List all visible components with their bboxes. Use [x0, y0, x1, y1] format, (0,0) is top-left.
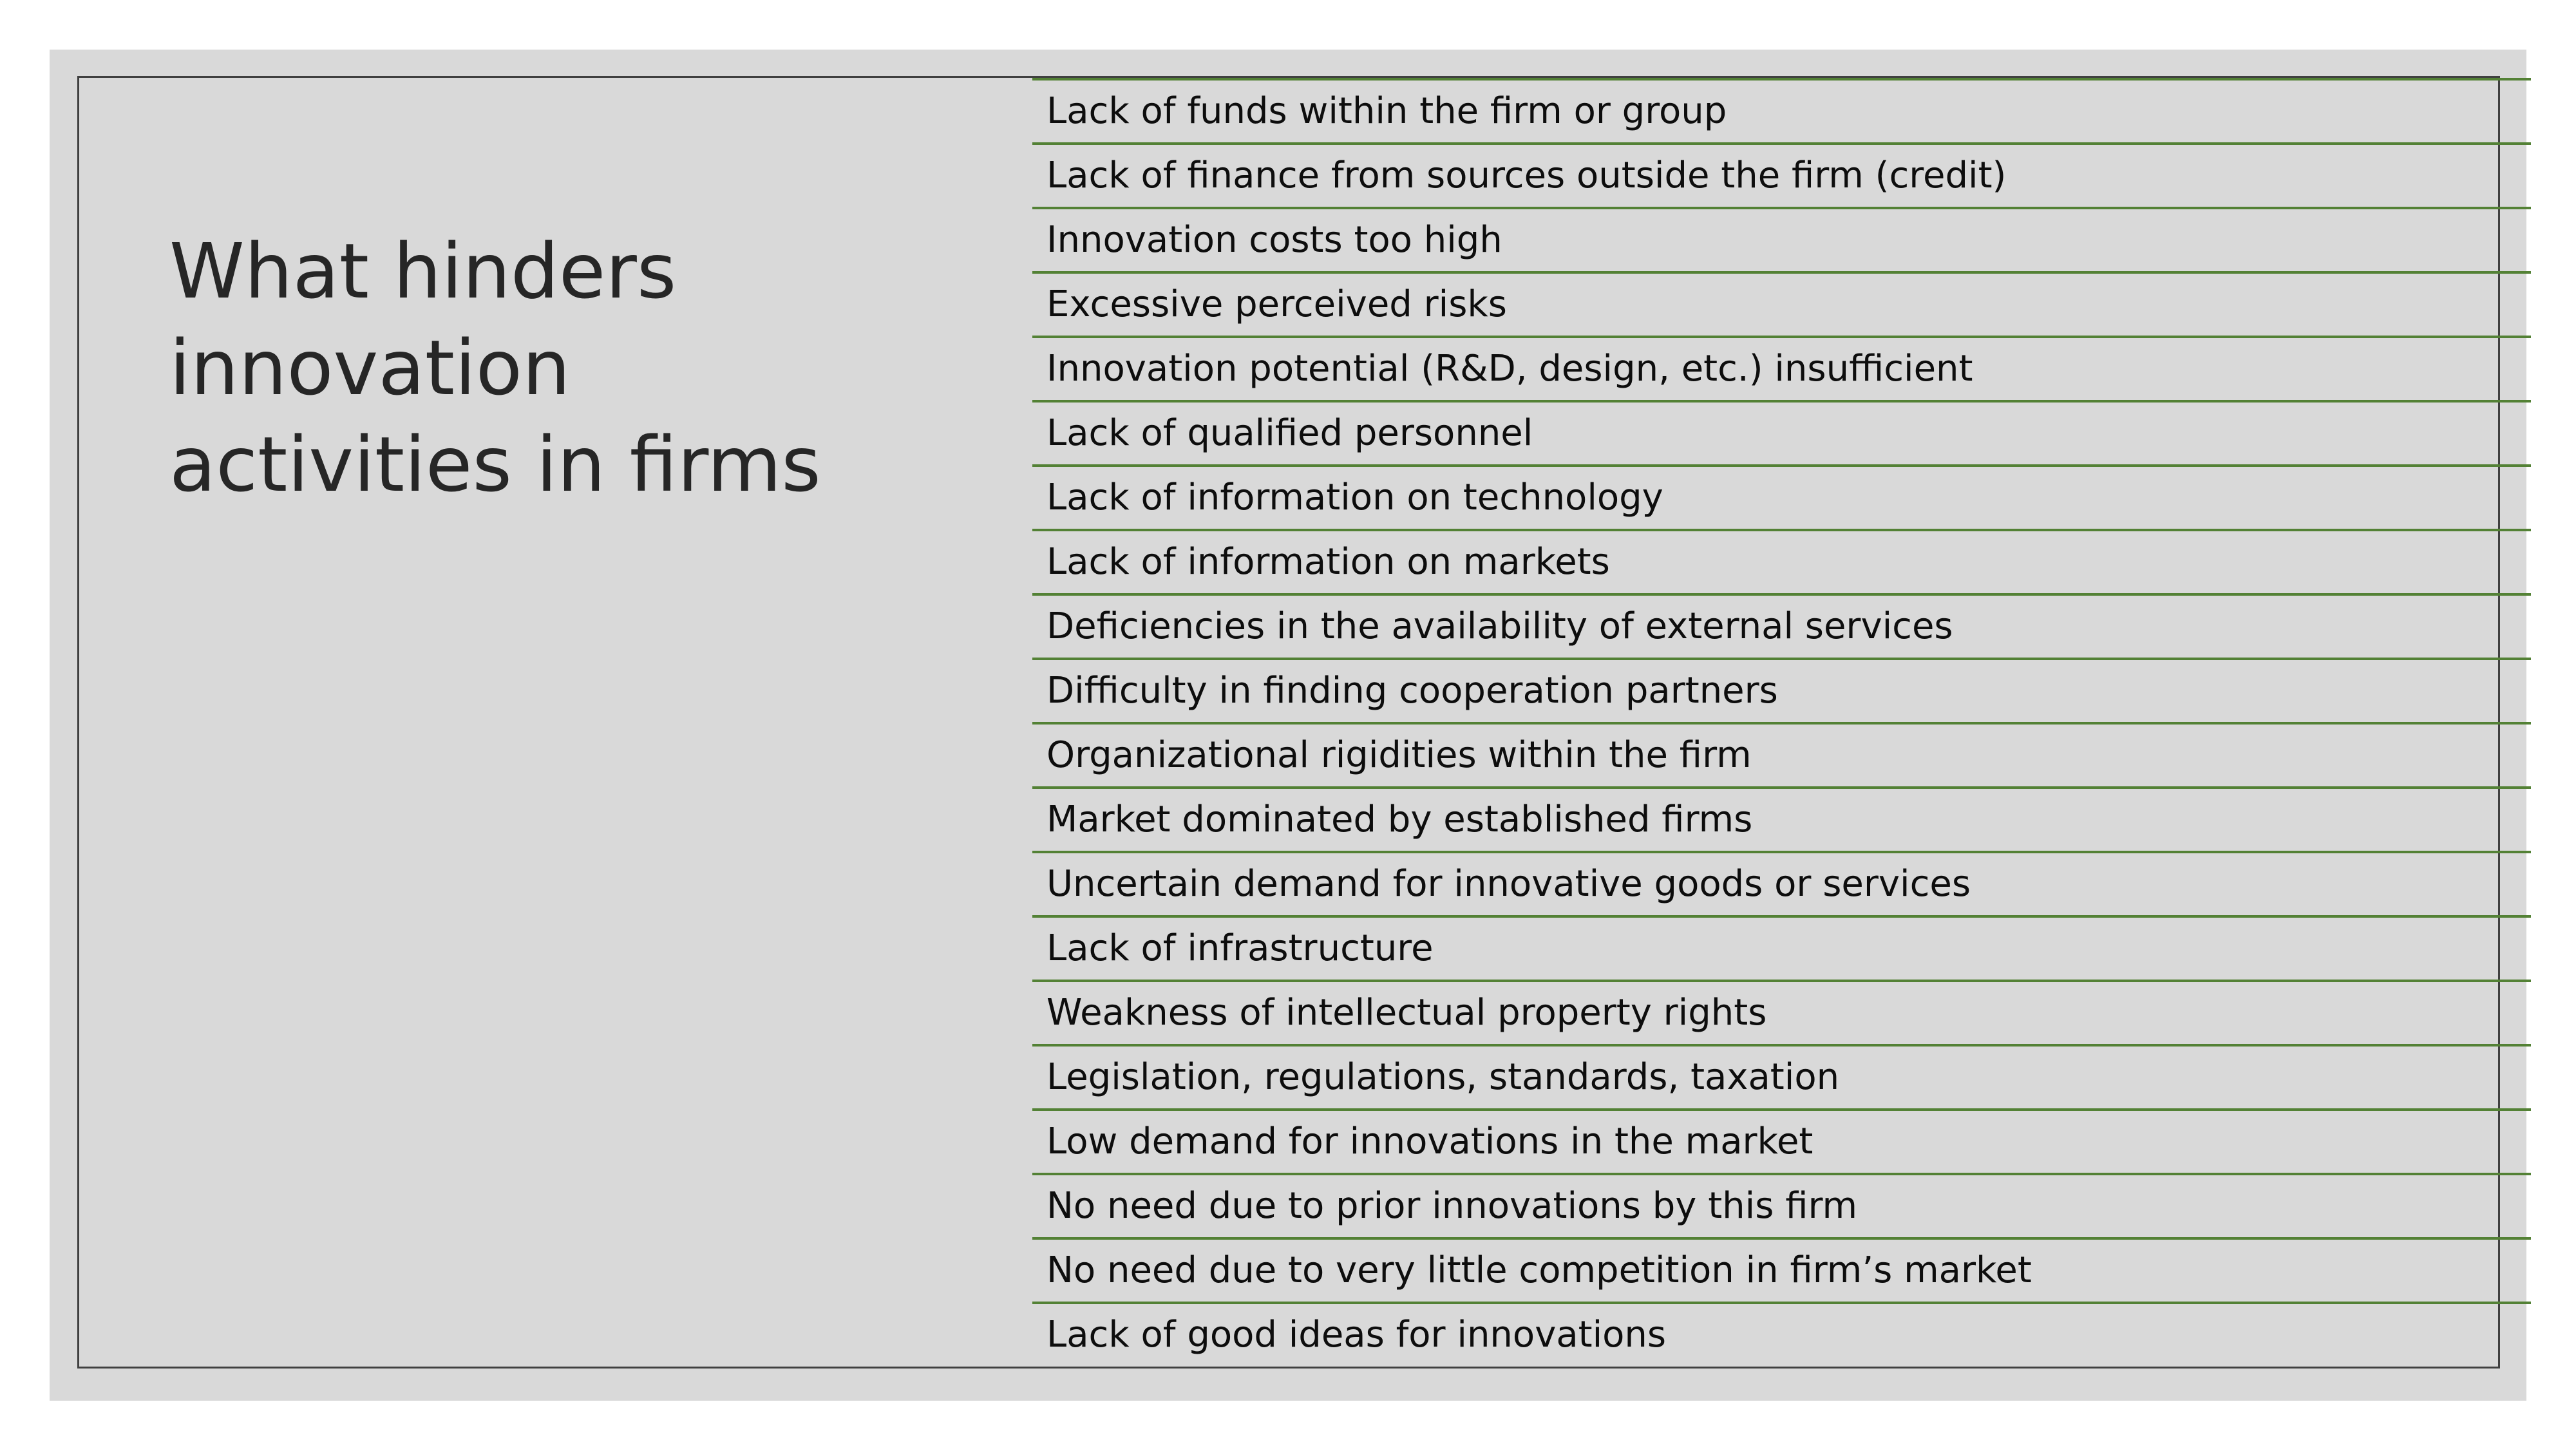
- obstacle-item: Innovation costs too high: [1032, 207, 2531, 271]
- slide-frame: What hinders innovation activities in fi…: [77, 76, 2531, 1368]
- obstacle-item: Weakness of intellectual property rights: [1032, 980, 2531, 1044]
- obstacle-item: Market dominated by established firms: [1032, 786, 2531, 851]
- obstacle-item: Low demand for innovations in the market: [1032, 1108, 2531, 1173]
- obstacle-item: Lack of funds within the firm or group: [1032, 78, 2531, 142]
- slide: What hinders innovation activities in fi…: [50, 50, 2531, 1401]
- obstacle-item: Deficiencies in the availability of exte…: [1032, 593, 2531, 658]
- obstacle-item: Lack of finance from sources outside the…: [1032, 142, 2531, 207]
- obstacle-item: Uncertain demand for innovative goods or…: [1032, 851, 2531, 915]
- obstacle-item: Legislation, regulations, standards, tax…: [1032, 1044, 2531, 1108]
- obstacle-item: Innovation potential (R&D, design, etc.)…: [1032, 336, 2531, 400]
- obstacle-list: Lack of funds within the firm or group La…: [1032, 78, 2531, 1366]
- obstacle-item: Lack of information on technology: [1032, 464, 2531, 529]
- obstacle-item: Lack of infrastructure: [1032, 915, 2531, 980]
- obstacle-item: Lack of qualified personnel: [1032, 400, 2531, 464]
- obstacle-item: Difficulty in finding cooperation partne…: [1032, 658, 2531, 722]
- obstacle-item: Lack of information on markets: [1032, 529, 2531, 593]
- obstacle-item: No need due to prior innovations by this…: [1032, 1173, 2531, 1237]
- obstacle-item: Organizational rigidities within the fir…: [1032, 722, 2531, 786]
- obstacle-item: Lack of good ideas for innovations: [1032, 1302, 2531, 1366]
- obstacle-item: Excessive perceived risks: [1032, 271, 2531, 336]
- obstacle-item: No need due to very little competition i…: [1032, 1237, 2531, 1302]
- slide-title: What hinders innovation activities in fi…: [169, 227, 821, 509]
